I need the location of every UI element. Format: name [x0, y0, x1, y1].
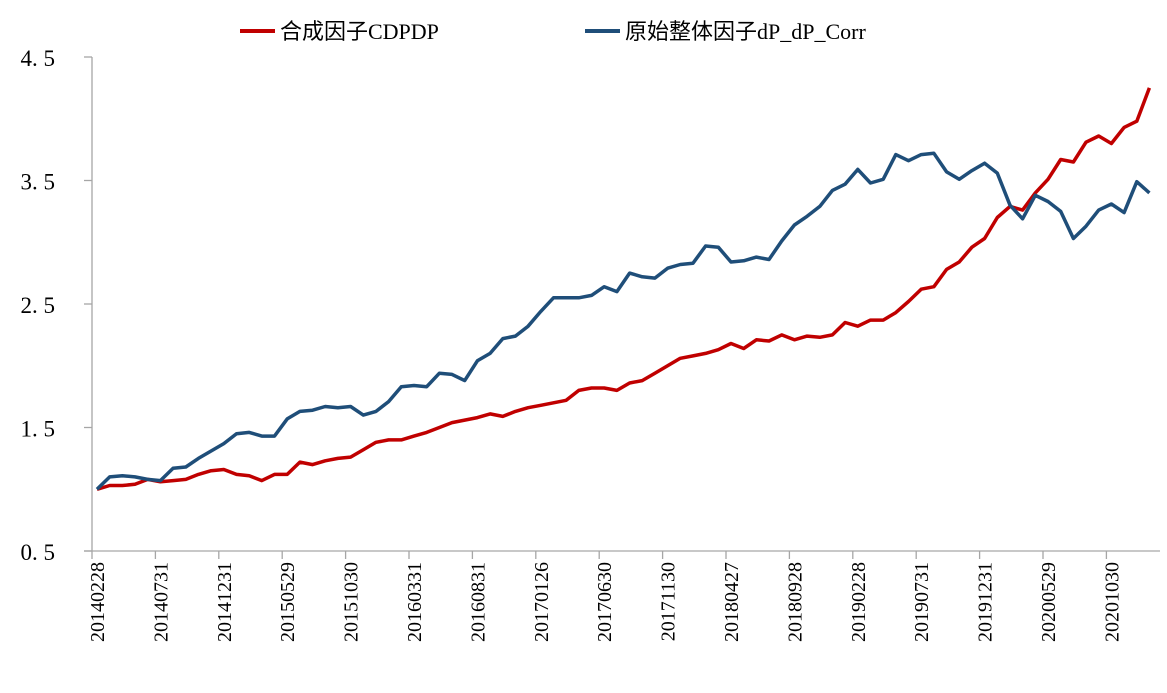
series-line-2	[95, 151, 1151, 491]
x-tick-label: 20170126	[531, 562, 553, 642]
x-tick-label: 20180427	[721, 562, 743, 642]
x-tick-label: 20160331	[404, 562, 426, 642]
x-tick-label: 20150529	[277, 562, 299, 642]
x-tick-label: 20180928	[784, 562, 806, 642]
x-tick-label: 20170630	[594, 562, 616, 642]
x-tick-label: 20141231	[214, 562, 236, 642]
series-lines	[95, 87, 1152, 491]
legend-label-series-2: 原始整体因子dP_dP_Corr	[625, 19, 866, 44]
series-line-1	[96, 87, 1152, 491]
legend-label-series-1: 合成因子CDPDP	[280, 19, 439, 44]
x-tick-label: 20191231	[975, 562, 997, 642]
x-tick-label: 20190731	[911, 562, 933, 642]
x-tick-label: 20160831	[467, 562, 489, 642]
y-tick-label: 2. 5	[21, 293, 56, 318]
x-tick-label: 20201030	[1101, 562, 1123, 642]
axes: 0. 5 1. 5 2. 5 3. 5 4. 5 20140228 20140731 2014…	[21, 46, 1160, 642]
x-tick-label: 20140731	[150, 562, 172, 642]
y-tick-label: 4. 5	[21, 46, 56, 71]
legend: 合成因子CDPDP 原始整体因子dP_dP_Corr	[240, 19, 866, 44]
x-tick-label: 20151030	[341, 562, 363, 642]
x-tick-label: 20190228	[848, 562, 870, 642]
x-tick-label: 20171130	[658, 562, 680, 641]
y-tick-label: 1. 5	[21, 417, 56, 442]
x-tick-label: 20140228	[87, 562, 109, 642]
y-tick-label: 3. 5	[21, 170, 56, 195]
x-tick-label: 20200529	[1038, 562, 1060, 642]
y-tick-label: 0. 5	[21, 540, 56, 565]
